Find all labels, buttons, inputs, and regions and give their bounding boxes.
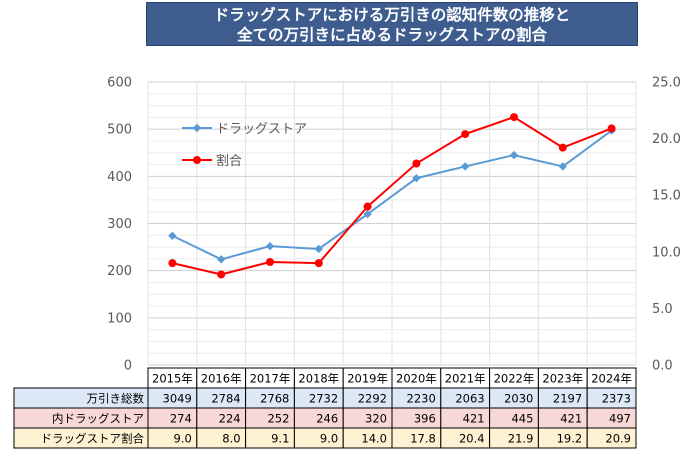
table-header-year: 2017年 — [250, 372, 291, 386]
legend-marker — [192, 123, 202, 133]
right-axis-tick-label: 0.0 — [652, 359, 673, 374]
table-row-label: ドラッグストア割合 — [41, 432, 145, 446]
data-point-ratio — [461, 130, 470, 139]
legend: ドラッグストア割合 — [182, 122, 307, 169]
table-cell-value: 17.8 — [410, 432, 436, 446]
data-table: 2015年 2016年 2017年 2018年 2019年 2020年 2021年 2022年… — [13, 367, 637, 449]
data-point-ratio — [558, 143, 567, 152]
right-axis-tick-label: 5.0 — [652, 302, 673, 317]
table-row-label: 内ドラッグストア — [52, 412, 144, 426]
data-point-drugstore — [314, 244, 323, 254]
data-point-drugstore — [412, 174, 421, 183]
table-cell-value: 9.1 — [271, 432, 289, 446]
right-axis-ticks: 0.0 5.0 10.0 15.0 20.0 25.0 — [652, 76, 681, 374]
right-axis-tick-label: 10.0 — [652, 245, 681, 260]
table-cell-value: 3049 — [163, 392, 192, 406]
data-point-drugstore — [363, 209, 372, 219]
left-axis-tick-label: 200 — [107, 264, 132, 279]
left-axis-ticks: 0 100 200 300 400 500 600 — [107, 76, 132, 374]
right-axis-tick-label: 15.0 — [652, 189, 681, 204]
left-axis-tick-label: 600 — [107, 76, 132, 91]
table-cell-value: 274 — [170, 412, 192, 426]
table-cell-value: 396 — [414, 412, 436, 426]
table-header-year: 2023年 — [542, 372, 583, 386]
left-axis-tick-label: 0 — [124, 359, 132, 374]
data-point-ratio — [412, 159, 421, 168]
table-cell-value: 445 — [511, 412, 533, 426]
series-line-ratio — [172, 115, 612, 276]
legend-marker — [193, 156, 201, 164]
table-header-year: 2019年 — [347, 372, 388, 386]
data-point-drugstore — [168, 231, 177, 240]
chart-title: ドラッグストアにおける万引きの認知件数の推移と 全ての万引きに占めるドラッグスト… — [146, 2, 638, 46]
data-point-ratio — [168, 259, 177, 268]
table-cell-value: 421 — [560, 412, 582, 426]
table-cell-value: 21.9 — [508, 432, 534, 446]
data-point-drugstore — [509, 150, 519, 160]
table-cell-value: 2197 — [553, 392, 582, 406]
table-cell-value: 9.0 — [174, 432, 192, 446]
table-cell-value: 224 — [219, 412, 241, 426]
data-point-ratio — [314, 259, 323, 268]
left-axis-tick-label: 400 — [107, 170, 132, 185]
table-header-year: 2020年 — [396, 372, 437, 386]
series-group — [168, 113, 616, 279]
left-axis-tick-label: 500 — [107, 123, 132, 138]
table-row-label: 万引き総数 — [87, 392, 145, 406]
gridlines — [147, 81, 637, 366]
table-header-year: 2021年 — [445, 372, 486, 386]
data-point-ratio — [607, 124, 616, 133]
table-cell-value: 2063 — [455, 392, 484, 406]
table-cell-value: 246 — [316, 412, 338, 426]
right-axis-tick-label: 25.0 — [652, 76, 681, 91]
data-point-drugstore — [265, 241, 275, 251]
data-point-drugstore — [217, 255, 226, 264]
data-point-ratio — [266, 257, 274, 266]
table-cell-value: 2292 — [358, 392, 387, 406]
table-cell-value: 320 — [365, 412, 387, 426]
table-cell-value: 252 — [267, 412, 289, 426]
table-cell-value: 2030 — [504, 392, 533, 406]
table-cell-value: 2230 — [407, 392, 436, 406]
table-cell-value: 497 — [609, 412, 631, 426]
data-point-ratio — [363, 202, 372, 211]
table-cell-value: 2784 — [211, 392, 240, 406]
table-cell-value: 2768 — [260, 392, 289, 406]
table-header-year: 2018年 — [298, 372, 339, 386]
data-point-drugstore — [558, 162, 567, 171]
chart-title-line-1: ドラッグストアにおける万引きの認知件数の推移と — [213, 6, 571, 24]
legend-label: ドラッグストア — [216, 122, 307, 137]
chart-title-line-2: 全ての万引きに占めるドラッグストアの割合 — [236, 26, 547, 44]
table-cell-value: 20.9 — [605, 432, 631, 446]
table-header-year: 2016年 — [201, 372, 242, 386]
legend-label: 割合 — [216, 153, 242, 169]
table-header-year: 2022年 — [494, 372, 535, 386]
table-cell-value: 9.0 — [320, 432, 338, 446]
table-header-year: 2024年 — [591, 372, 632, 386]
table-cell-value: 2732 — [309, 392, 338, 406]
left-axis-tick-label: 100 — [107, 311, 132, 326]
table-cell-value: 8.0 — [222, 432, 240, 446]
series-line-drugstore — [171, 129, 613, 261]
table-cell-value: 421 — [463, 412, 485, 426]
table-cell-value: 2373 — [602, 392, 631, 406]
left-axis-tick-label: 300 — [107, 217, 132, 232]
table-cell — [586, 427, 637, 449]
table-header-year: 2015年 — [152, 372, 193, 386]
table-cell-value: 19.2 — [557, 432, 583, 446]
table-cell-value: 20.4 — [459, 432, 485, 446]
data-point-drugstore — [461, 162, 470, 171]
table-cell-value: 14.0 — [361, 432, 387, 446]
data-point-ratio — [217, 270, 226, 279]
data-point-ratio — [510, 113, 518, 122]
right-axis-tick-label: 20.0 — [652, 132, 681, 147]
